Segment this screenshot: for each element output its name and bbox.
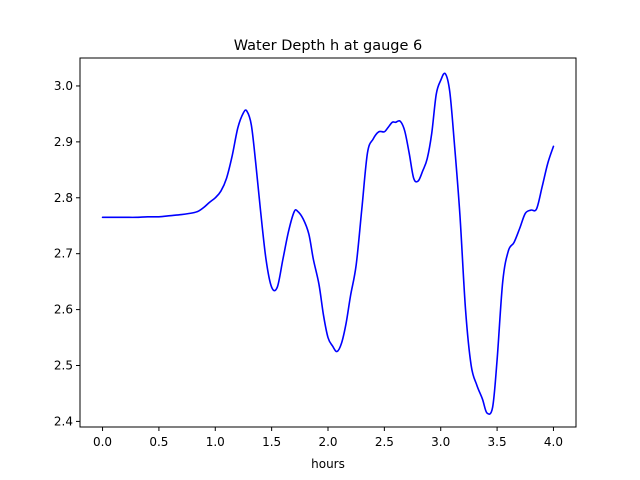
y-axis: 2.4 2.5 2.6 2.7 2.8 2.9 3.0 [54, 79, 80, 428]
y-tick-label: 2.4 [54, 414, 73, 428]
y-tick-label: 2.5 [54, 359, 73, 373]
x-tick-label: 3.0 [431, 435, 450, 449]
x-tick-label: 1.0 [206, 435, 225, 449]
y-tick-label: 2.8 [54, 191, 73, 205]
y-tick-label: 2.7 [54, 247, 73, 261]
plot-background [80, 58, 576, 427]
y-tick-label: 3.0 [54, 79, 73, 93]
series-line [101, 72, 555, 415]
x-axis-label: hours [311, 457, 345, 471]
x-tick-label: 0.5 [149, 435, 168, 449]
y-tick-label: 2.6 [54, 303, 73, 317]
y-tick-label: 2.9 [54, 135, 73, 149]
x-tick-label: 2.5 [375, 435, 394, 449]
chart-title: Water Depth h at gauge 6 [234, 38, 422, 54]
x-tick-label: 2.0 [318, 435, 337, 449]
x-axis: 0.0 0.5 1.0 1.5 2.0 2.5 3.0 3.5 4.0 [93, 427, 563, 449]
x-tick-label: 1.5 [262, 435, 281, 449]
x-tick-label: 4.0 [544, 435, 563, 449]
x-tick-label: 3.5 [488, 435, 507, 449]
x-tick-label: 0.0 [93, 435, 112, 449]
series-layer [101, 72, 555, 415]
plot-frame [79, 57, 577, 428]
